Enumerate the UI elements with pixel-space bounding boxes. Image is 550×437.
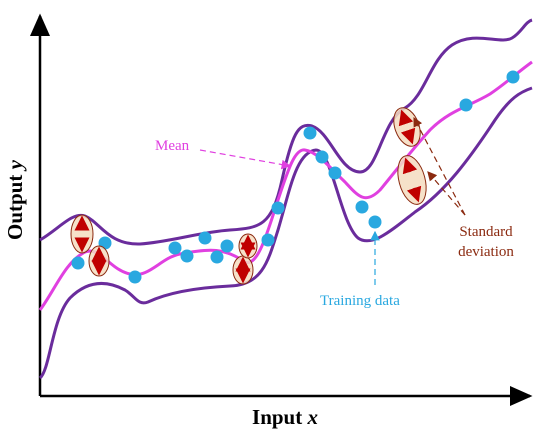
point bbox=[71, 256, 85, 270]
curves bbox=[38, 18, 533, 380]
point bbox=[271, 201, 285, 215]
std-ellipse bbox=[397, 155, 427, 205]
point bbox=[506, 70, 520, 84]
y-axis-variable: y bbox=[3, 159, 27, 172]
std-callout bbox=[427, 171, 466, 216]
training-points bbox=[71, 70, 520, 284]
std-arrows bbox=[74, 109, 422, 284]
point bbox=[220, 239, 234, 253]
lower-bound bbox=[38, 86, 533, 380]
point bbox=[303, 126, 317, 140]
x-axis-title: Input x bbox=[252, 405, 318, 429]
point bbox=[180, 249, 194, 263]
std-label-line2: deviation bbox=[458, 244, 514, 260]
y-axis-title: Output y bbox=[3, 159, 27, 240]
point bbox=[315, 150, 329, 164]
axes bbox=[30, 13, 533, 406]
training-data-label: Training data bbox=[320, 293, 400, 309]
std-arrow bbox=[402, 157, 418, 175]
std-arrow bbox=[398, 109, 414, 127]
point bbox=[328, 166, 342, 180]
point bbox=[368, 215, 382, 229]
mean-callout bbox=[199, 149, 292, 170]
point bbox=[261, 233, 275, 247]
point bbox=[198, 231, 212, 245]
upper-bound bbox=[39, 18, 533, 246]
point bbox=[459, 98, 473, 112]
point bbox=[128, 270, 142, 284]
point bbox=[355, 200, 369, 214]
std-arrow bbox=[400, 127, 416, 145]
point bbox=[168, 241, 182, 255]
std-label-line1: Standard bbox=[459, 224, 513, 240]
x-axis-label: Input bbox=[252, 405, 302, 429]
mean-curve bbox=[38, 60, 533, 311]
std-arrow bbox=[406, 185, 422, 203]
x-axis-variable: x bbox=[306, 405, 318, 429]
point bbox=[210, 250, 224, 264]
std-callout bbox=[413, 116, 466, 216]
callouts bbox=[199, 116, 466, 285]
mean-label: Mean bbox=[155, 138, 190, 154]
y-axis-label: Output bbox=[3, 175, 27, 240]
